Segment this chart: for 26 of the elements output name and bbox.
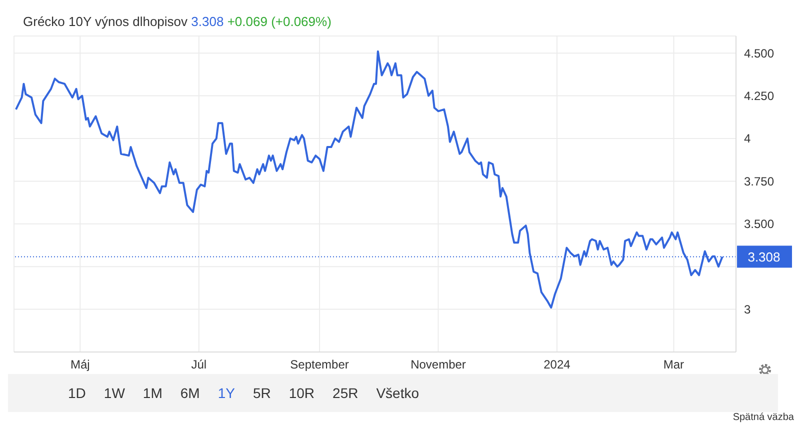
text: 1D — [68, 385, 86, 401]
text: Všetko — [376, 385, 420, 401]
text: 1W — [104, 385, 125, 401]
text: 1Y — [218, 385, 235, 401]
y-tick-label: 3.750 — [744, 174, 774, 188]
ref-line-label: 3.308 — [748, 250, 780, 265]
text: 1M — [142, 385, 162, 401]
text: Spätná väzba — [732, 412, 794, 423]
chart-title: Grécko 10Y výnos dlhopisov — [23, 14, 188, 29]
y-tick-label: 4.250 — [744, 89, 774, 104]
text: 10R — [288, 385, 315, 401]
y-tick-label: 4.500 — [744, 46, 774, 60]
text: 3.308 — [191, 14, 224, 29]
y-tick-label: 4 — [744, 132, 751, 146]
x-tick-label: 2024 — [544, 358, 571, 372]
text: 6M — [180, 385, 200, 401]
y-tick-label: 3.500 — [744, 217, 774, 232]
x-tick-label: September — [290, 358, 349, 372]
x-tick-label: November — [410, 358, 466, 372]
x-tick-label: Júl — [191, 358, 207, 372]
text: +0.069 (+0.069%) — [227, 14, 332, 29]
y-tick-label: 3 — [744, 302, 751, 317]
text: 5R — [252, 385, 271, 401]
x-tick-label: Máj — [70, 358, 90, 372]
x-tick-label: Mar — [663, 358, 684, 372]
text: 25R — [332, 385, 358, 401]
